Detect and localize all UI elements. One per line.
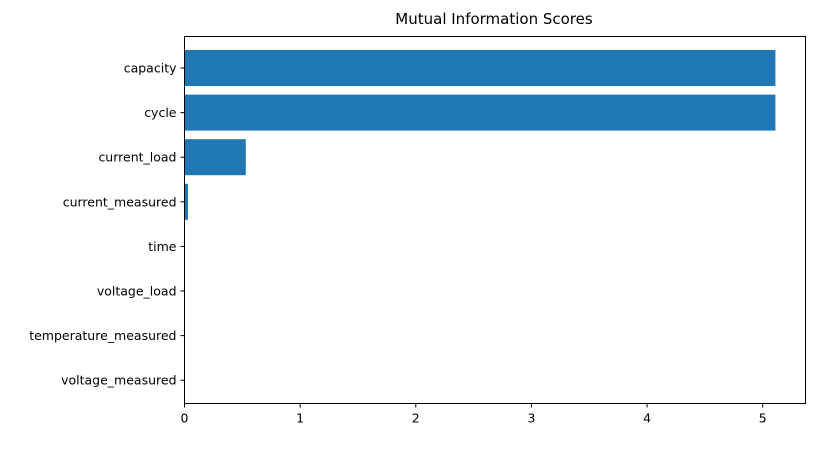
bar-capacity [184,50,776,86]
y-tick-label-voltage_load: voltage_load [97,284,177,299]
y-tick-label-cycle: cycle [144,105,177,120]
x-tick-label-0: 0 [181,411,189,426]
x-tick-label-1: 1 [296,411,304,426]
y-axis: capacity cycle current_load current_measure… [29,61,185,388]
y-tick-label-current_load: current_load [98,150,176,165]
x-tick-label-3: 3 [527,411,535,426]
x-axis: 0 1 2 3 4 5 [181,403,767,426]
bar-current_measured [184,183,188,220]
y-tick-label-current_measured: current_measured [63,194,177,209]
y-tick-label-voltage_measured: voltage_measured [61,373,176,388]
bars-group [184,50,776,220]
y-tick-label-time: time [148,239,177,254]
y-tick-label-temperature_measured: temperature_measured [29,328,176,343]
bar-cycle [184,94,776,131]
x-tick-label-2: 2 [412,411,420,426]
chart-title: Mutual Information Scores [395,10,593,28]
bar-current_load [184,139,246,176]
plot-frame [184,36,806,404]
x-tick-label-5: 5 [759,411,767,426]
y-tick-label-capacity: capacity [124,61,177,76]
x-tick-label-4: 4 [643,411,651,426]
